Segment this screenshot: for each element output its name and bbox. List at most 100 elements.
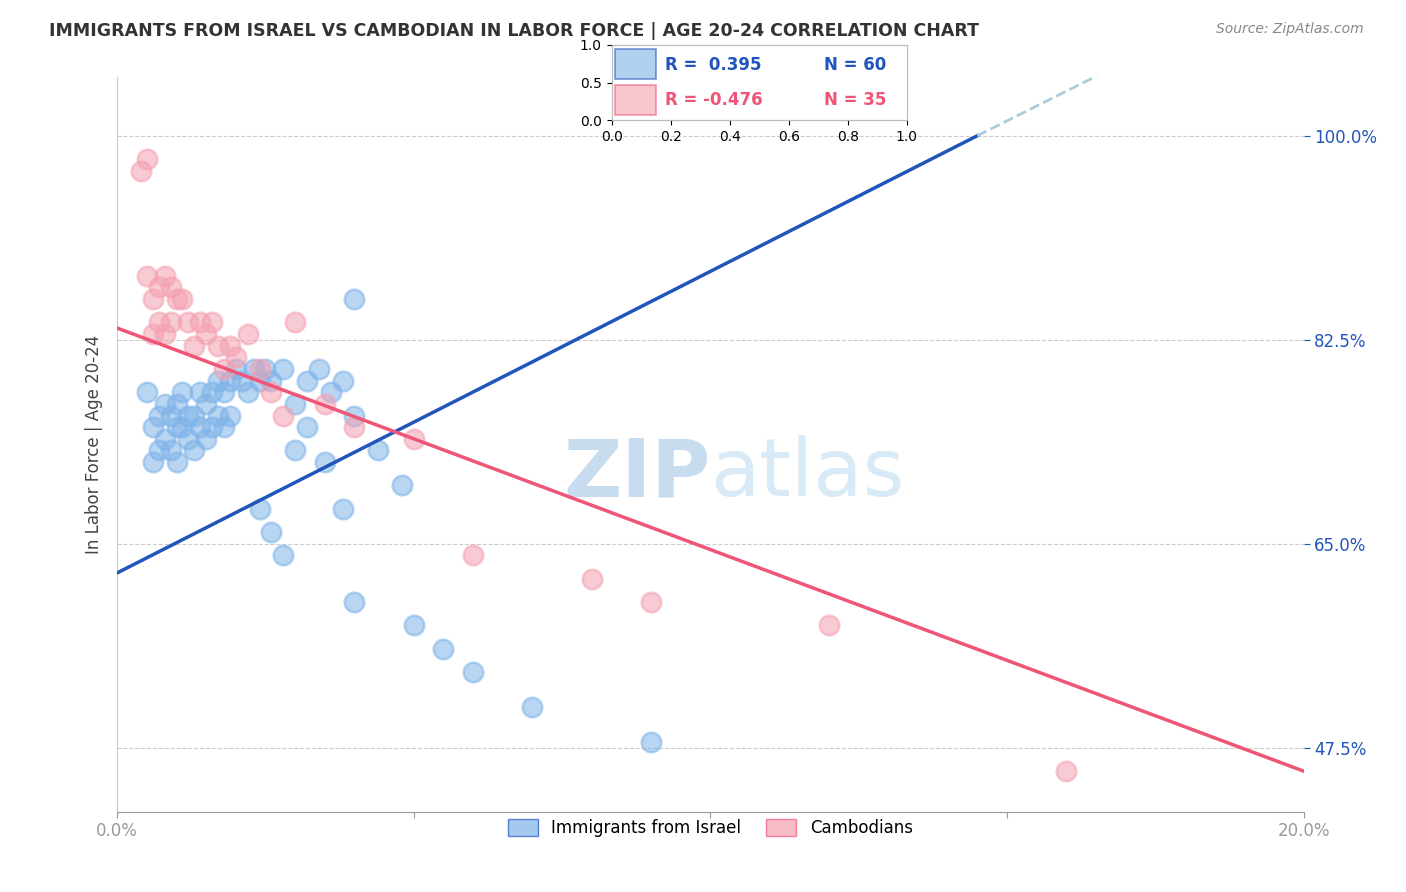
FancyBboxPatch shape	[614, 49, 655, 79]
Point	[295, 374, 318, 388]
Point	[159, 409, 181, 423]
Point	[818, 618, 841, 632]
Point	[219, 338, 242, 352]
Point	[207, 409, 229, 423]
Point	[271, 409, 294, 423]
Point	[177, 315, 200, 329]
Text: atlas: atlas	[710, 435, 904, 513]
Point	[231, 374, 253, 388]
Point	[148, 443, 170, 458]
Point	[172, 420, 194, 434]
Legend: Immigrants from Israel, Cambodians: Immigrants from Israel, Cambodians	[502, 813, 920, 844]
Point	[201, 420, 224, 434]
Point	[314, 397, 336, 411]
Point	[522, 700, 544, 714]
Point	[236, 385, 259, 400]
Point	[271, 549, 294, 563]
Point	[159, 315, 181, 329]
Point	[142, 326, 165, 341]
Text: IMMIGRANTS FROM ISRAEL VS CAMBODIAN IN LABOR FORCE | AGE 20-24 CORRELATION CHART: IMMIGRANTS FROM ISRAEL VS CAMBODIAN IN L…	[49, 22, 979, 40]
Point	[461, 665, 484, 679]
Point	[195, 397, 218, 411]
Text: N = 35: N = 35	[824, 91, 887, 109]
Text: Source: ZipAtlas.com: Source: ZipAtlas.com	[1216, 22, 1364, 37]
Point	[225, 350, 247, 364]
Point	[308, 362, 330, 376]
Point	[225, 362, 247, 376]
Point	[159, 280, 181, 294]
Point	[148, 280, 170, 294]
Text: N = 60: N = 60	[824, 56, 886, 74]
Point	[640, 735, 662, 749]
Point	[195, 326, 218, 341]
Point	[135, 152, 157, 166]
Point	[153, 397, 176, 411]
Point	[195, 432, 218, 446]
Point	[135, 268, 157, 283]
Point	[166, 292, 188, 306]
Point	[343, 409, 366, 423]
Point	[284, 443, 307, 458]
Point	[153, 432, 176, 446]
Point	[402, 618, 425, 632]
Point	[183, 443, 205, 458]
Point	[295, 420, 318, 434]
Point	[166, 420, 188, 434]
Point	[367, 443, 389, 458]
Text: ZIP: ZIP	[564, 435, 710, 513]
Point	[212, 362, 235, 376]
Point	[207, 374, 229, 388]
Point	[314, 455, 336, 469]
Point	[159, 443, 181, 458]
Point	[249, 374, 271, 388]
Point	[183, 409, 205, 423]
Point	[172, 385, 194, 400]
Point	[142, 455, 165, 469]
Point	[271, 362, 294, 376]
Point	[249, 501, 271, 516]
Point	[172, 292, 194, 306]
Point	[188, 420, 211, 434]
Point	[319, 385, 342, 400]
Text: R =  0.395: R = 0.395	[665, 56, 761, 74]
Point	[148, 315, 170, 329]
Point	[207, 338, 229, 352]
Point	[332, 501, 354, 516]
Point	[201, 385, 224, 400]
Point	[236, 326, 259, 341]
Point	[284, 315, 307, 329]
Point	[432, 641, 454, 656]
FancyBboxPatch shape	[614, 85, 655, 115]
Point	[1054, 764, 1077, 778]
Point	[242, 362, 264, 376]
Point	[343, 595, 366, 609]
Point	[188, 385, 211, 400]
Point	[332, 374, 354, 388]
Point	[260, 374, 283, 388]
Point	[254, 362, 277, 376]
Point	[219, 409, 242, 423]
Point	[284, 397, 307, 411]
Point	[260, 525, 283, 540]
Y-axis label: In Labor Force | Age 20-24: In Labor Force | Age 20-24	[86, 335, 103, 554]
Point	[219, 374, 242, 388]
Point	[461, 549, 484, 563]
Point	[166, 397, 188, 411]
Point	[343, 420, 366, 434]
Point	[153, 326, 176, 341]
Point	[212, 385, 235, 400]
Text: R = -0.476: R = -0.476	[665, 91, 762, 109]
Point	[260, 385, 283, 400]
Point	[343, 292, 366, 306]
Point	[177, 409, 200, 423]
Point	[142, 292, 165, 306]
Point	[135, 385, 157, 400]
Point	[402, 432, 425, 446]
Point	[188, 315, 211, 329]
Point	[183, 338, 205, 352]
Point	[201, 315, 224, 329]
Point	[212, 420, 235, 434]
Point	[153, 268, 176, 283]
Point	[249, 362, 271, 376]
Point	[148, 409, 170, 423]
